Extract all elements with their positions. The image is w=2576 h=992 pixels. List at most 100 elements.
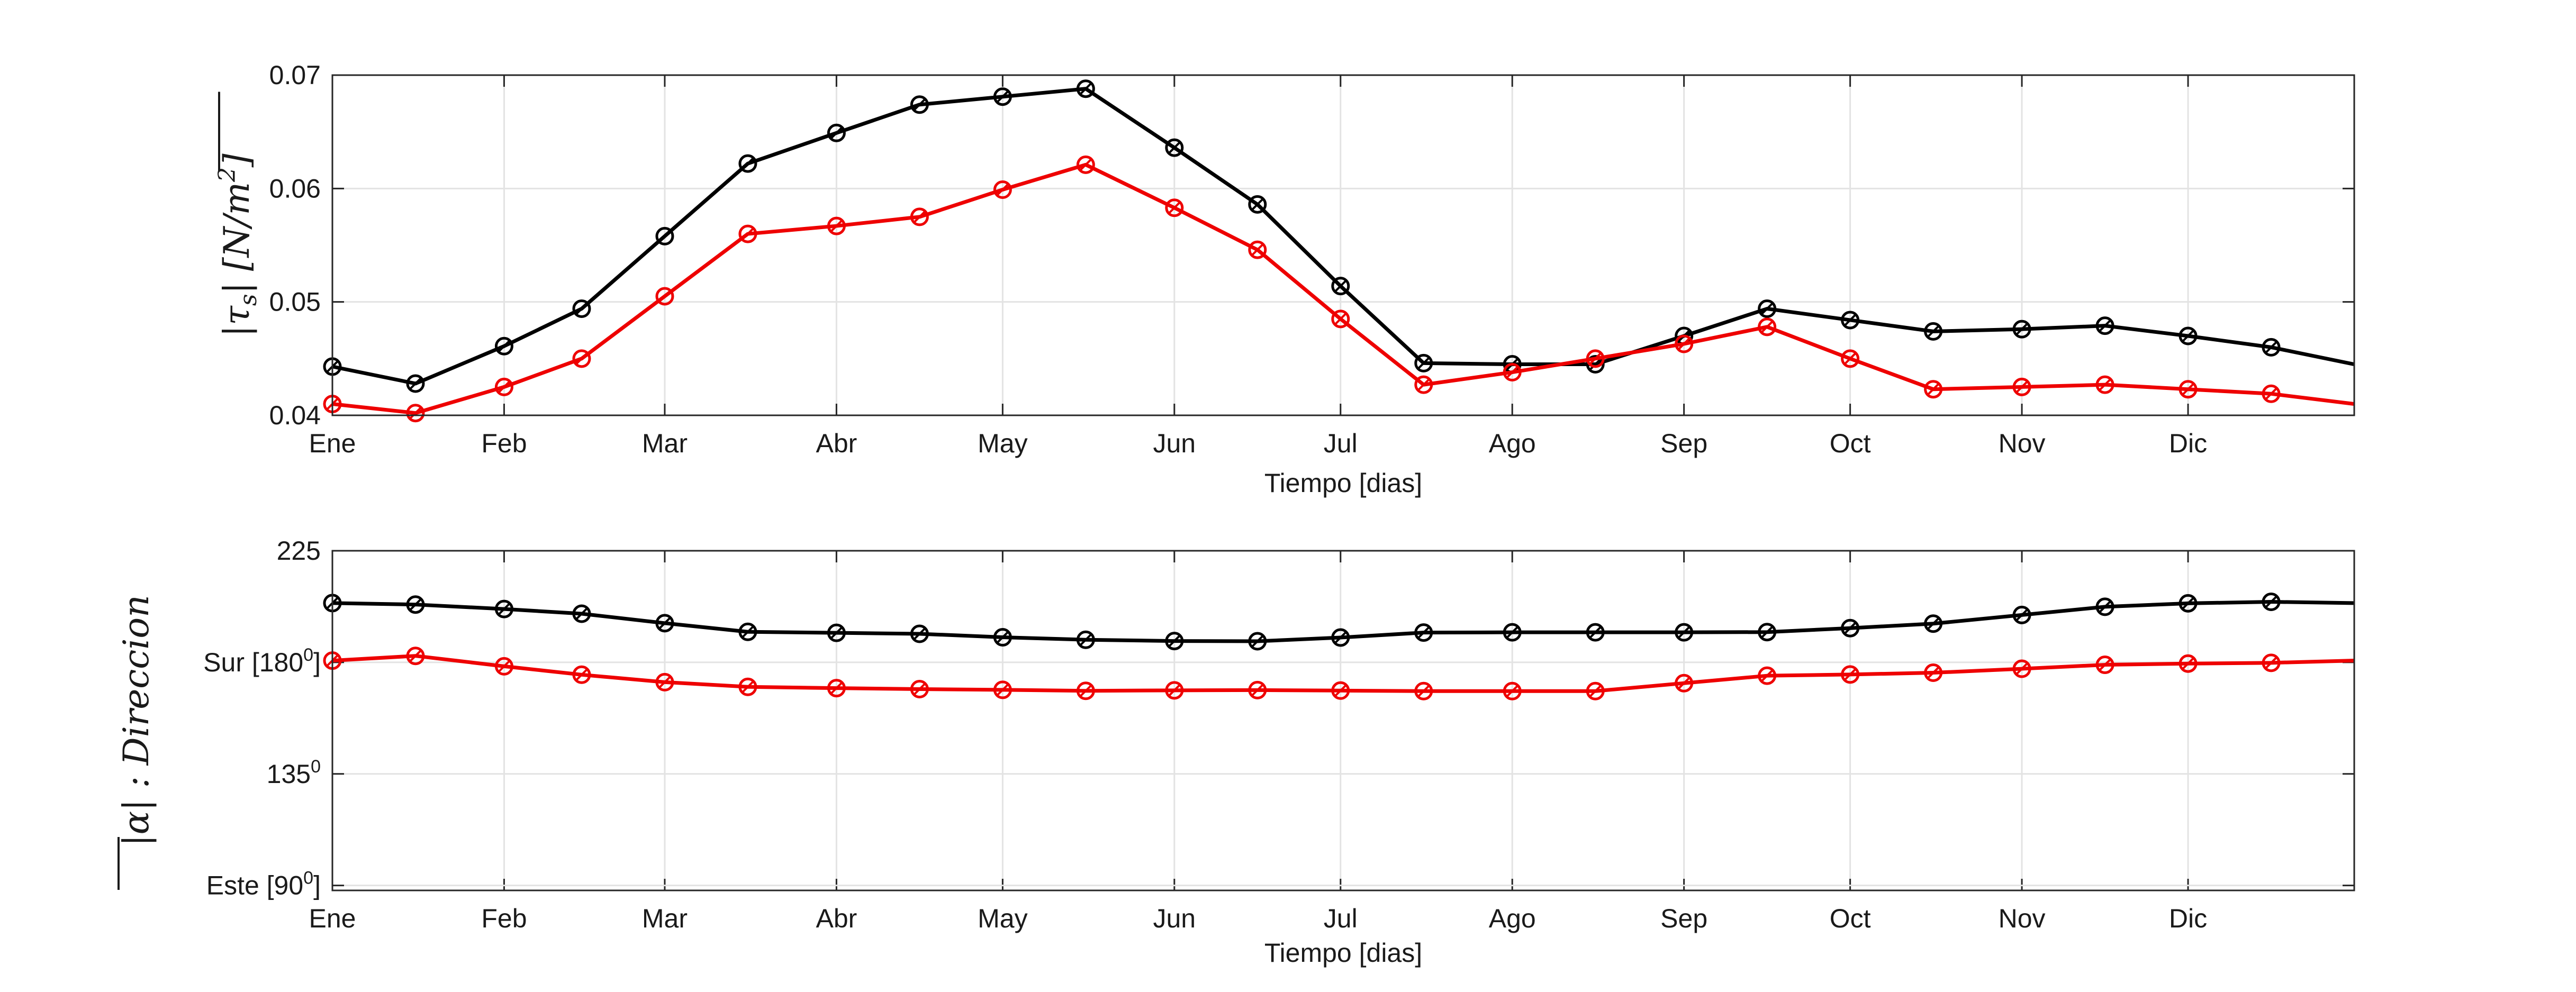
series-2-marker (1758, 317, 1777, 336)
series-1-marker (1503, 623, 1522, 642)
series-1-marker-slash (409, 377, 422, 390)
y-tick-label-superscript: 0 (311, 757, 321, 777)
series-1-marker-slash (2015, 608, 2028, 621)
x-tick-label: Abr (816, 429, 857, 458)
series-2-marker (2179, 654, 2198, 673)
series-1-marker (738, 154, 757, 173)
series-2-marker (1586, 349, 1605, 368)
y-tick-label: Sur [1800] (203, 645, 321, 677)
y-axis-label: |τs| [N/m2] (214, 153, 262, 337)
series-2-marker-slash (1506, 685, 1519, 697)
series-2-marker-slash (575, 668, 588, 681)
x-tick-label: Feb (481, 429, 527, 458)
series-2-marker-slash (996, 684, 1009, 696)
series-1-marker (1924, 322, 1943, 341)
series-2-marker (655, 287, 674, 306)
x-tick-label: Dic (2169, 904, 2207, 933)
series-1-marker (655, 226, 674, 245)
series-2-marker (827, 216, 846, 235)
y-tick-label: 1350 (267, 757, 321, 789)
series-1-marker-slash (2099, 600, 2111, 613)
series-2-marker (1076, 681, 1095, 700)
series-2-marker (827, 679, 846, 698)
y-tick-label-text: 135 (267, 759, 311, 789)
y-tick-label-text: Sur [180 (203, 648, 303, 677)
series-2-marker (2012, 377, 2031, 396)
series-2-marker (738, 224, 757, 243)
series-2-marker-slash (409, 650, 422, 662)
series-2-marker (1841, 349, 1860, 368)
series-2-marker-slash (658, 676, 671, 688)
series-2-marker-slash (1168, 202, 1181, 214)
series-2-marker (993, 680, 1012, 699)
series-2-marker-slash (658, 290, 671, 303)
series-2-marker-slash (498, 660, 510, 672)
series-1-marker (494, 336, 513, 356)
x-tick-label: Mar (642, 904, 688, 933)
x-tick-label: Nov (1999, 904, 2046, 933)
series-2-marker (494, 657, 513, 676)
series-1-marker (2095, 597, 2114, 616)
series-1-marker-slash (1589, 358, 1602, 370)
series-2-marker-slash (1927, 383, 1940, 396)
series-1-marker-slash (1589, 626, 1602, 639)
series-1-marker (993, 628, 1012, 647)
x-tick-label: May (978, 904, 1027, 933)
series-1-marker-slash (1417, 626, 1430, 639)
series-1-marker-slash (1761, 303, 1774, 315)
series-1-marker-slash (1417, 357, 1430, 369)
series-2-marker (1758, 666, 1777, 685)
series-2-marker (1503, 681, 1522, 700)
y-tick-label-text: 225 (277, 536, 321, 566)
series-2-marker (2262, 384, 2281, 403)
series-1-marker-slash (996, 90, 1009, 103)
series-2-marker (1675, 674, 1694, 693)
y-axis-label-subscript: s (235, 294, 262, 306)
series-1-marker-slash (575, 607, 588, 620)
y-tick-label-text: 0.06 (269, 174, 321, 203)
series-1-marker-slash (830, 126, 843, 139)
series-2-marker-slash (2015, 662, 2028, 675)
series-2-marker-slash (498, 381, 510, 393)
axes-frame (331, 550, 2355, 891)
series-1-marker-slash (2182, 597, 2194, 609)
series-1-marker (1758, 299, 1777, 318)
series-2-marker (655, 672, 674, 691)
series-1-marker (1331, 277, 1350, 296)
series-2-marker-slash (1506, 366, 1519, 378)
series-1-marker-slash (2265, 341, 2277, 353)
series-2-marker-slash (1589, 352, 1602, 365)
x-tick-label: Sep (1660, 904, 1707, 933)
series-2-marker-slash (742, 227, 754, 240)
y-tick-label-text: 0.04 (269, 401, 321, 430)
series-2-marker (1586, 681, 1605, 700)
series-1-marker-slash (742, 157, 754, 170)
series-1-marker-slash (1678, 626, 1691, 639)
series-2-marker (1248, 680, 1267, 699)
series-1-marker (2095, 316, 2114, 335)
series-1-marker-slash (830, 626, 843, 639)
series-2-marker (1924, 663, 1943, 682)
series-2-marker-slash (1168, 684, 1181, 697)
series-1-marker-slash (913, 627, 926, 640)
y-tick-label-superscript: 0 (303, 868, 313, 888)
series-2-marker (1924, 380, 1943, 399)
series-1-marker-slash (2182, 330, 2194, 342)
series-2-marker (2095, 656, 2114, 675)
y-tick-label-text: 0.05 (269, 287, 321, 317)
series-2-marker-slash (2182, 657, 2194, 670)
series-1-marker (827, 123, 846, 142)
x-tick-label: Dic (2169, 429, 2207, 458)
x-tick-label: Ago (1489, 429, 1536, 458)
series-2-marker-slash (2182, 383, 2194, 396)
series-2-marker (1331, 310, 1350, 329)
series-2-marker (1331, 681, 1350, 700)
series-2-marker (993, 180, 1012, 199)
series-1-marker-slash (996, 631, 1009, 643)
series-1-marker (1414, 353, 1433, 372)
series-1-marker (993, 87, 1012, 106)
series-1-marker (1586, 355, 1605, 374)
x-tick-label: Ago (1489, 904, 1536, 933)
series-1-marker-slash (1334, 631, 1347, 644)
series-2-marker (406, 404, 425, 423)
